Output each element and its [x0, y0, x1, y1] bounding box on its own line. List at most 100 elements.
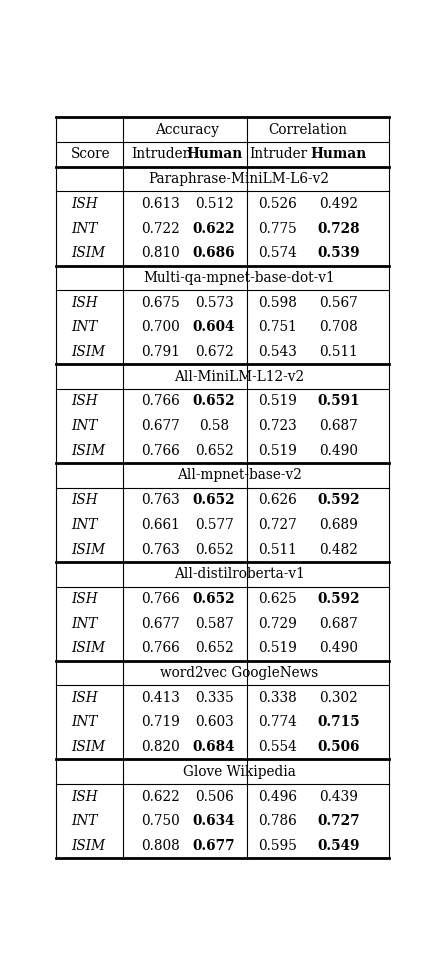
Text: ISH: ISH [71, 789, 98, 804]
Text: All-mpnet-base-v2: All-mpnet-base-v2 [177, 469, 302, 482]
Text: 0.652: 0.652 [193, 592, 235, 606]
Text: 0.496: 0.496 [258, 789, 297, 804]
Text: 0.766: 0.766 [141, 641, 180, 655]
Text: 0.58: 0.58 [199, 419, 229, 433]
Text: 0.519: 0.519 [259, 443, 297, 458]
Text: 0.723: 0.723 [259, 419, 297, 433]
Text: 0.652: 0.652 [194, 543, 233, 556]
Text: 0.573: 0.573 [194, 296, 233, 310]
Text: 0.652: 0.652 [193, 394, 235, 409]
Text: 0.722: 0.722 [141, 221, 180, 236]
Text: 0.567: 0.567 [319, 296, 358, 310]
Text: Paraphrase-MiniLM-L6-v2: Paraphrase-MiniLM-L6-v2 [149, 172, 330, 186]
Text: ISH: ISH [71, 592, 98, 606]
Text: 0.634: 0.634 [193, 814, 235, 828]
Text: 0.763: 0.763 [141, 543, 180, 556]
Text: All-distilroberta-v1: All-distilroberta-v1 [174, 567, 305, 582]
Text: 0.727: 0.727 [259, 518, 297, 532]
Text: 0.592: 0.592 [317, 592, 360, 606]
Text: 0.728: 0.728 [317, 221, 360, 236]
Text: INT: INT [71, 716, 98, 729]
Text: Score: Score [71, 148, 111, 161]
Text: 0.506: 0.506 [317, 740, 360, 754]
Text: 0.652: 0.652 [193, 494, 235, 507]
Text: 0.335: 0.335 [194, 691, 233, 705]
Text: 0.750: 0.750 [141, 814, 180, 828]
Text: 0.549: 0.549 [317, 838, 360, 853]
Text: 0.439: 0.439 [319, 789, 358, 804]
Text: 0.554: 0.554 [259, 740, 297, 754]
Text: 0.652: 0.652 [194, 641, 233, 655]
Text: 0.719: 0.719 [141, 716, 180, 729]
Text: 0.604: 0.604 [193, 321, 235, 334]
Text: 0.603: 0.603 [194, 716, 233, 729]
Text: 0.592: 0.592 [317, 494, 360, 507]
Text: 0.791: 0.791 [141, 345, 180, 359]
Text: 0.675: 0.675 [141, 296, 180, 310]
Text: Multi-qa-mpnet-base-dot-v1: Multi-qa-mpnet-base-dot-v1 [143, 270, 335, 285]
Text: 0.763: 0.763 [141, 494, 180, 507]
Text: 0.587: 0.587 [194, 616, 233, 631]
Text: 0.766: 0.766 [141, 394, 180, 409]
Text: 0.490: 0.490 [319, 641, 358, 655]
Text: 0.512: 0.512 [194, 197, 233, 211]
Text: 0.729: 0.729 [259, 616, 297, 631]
Text: Human: Human [310, 148, 367, 161]
Text: Human: Human [186, 148, 242, 161]
Text: 0.677: 0.677 [141, 419, 180, 433]
Text: INT: INT [71, 419, 98, 433]
Text: 0.686: 0.686 [193, 246, 235, 260]
Text: 0.727: 0.727 [317, 814, 360, 828]
Text: ISIM: ISIM [71, 543, 105, 556]
Text: 0.622: 0.622 [193, 221, 235, 236]
Text: ISH: ISH [71, 296, 98, 310]
Text: ISIM: ISIM [71, 246, 105, 260]
Text: ISH: ISH [71, 394, 98, 409]
Text: 0.652: 0.652 [194, 443, 233, 458]
Text: INT: INT [71, 616, 98, 631]
Text: 0.492: 0.492 [319, 197, 358, 211]
Text: 0.511: 0.511 [259, 543, 297, 556]
Text: 0.511: 0.511 [319, 345, 358, 359]
Text: 0.677: 0.677 [193, 838, 235, 853]
Text: 0.506: 0.506 [194, 789, 233, 804]
Text: 0.808: 0.808 [141, 838, 180, 853]
Text: word2vec GoogleNews: word2vec GoogleNews [160, 666, 319, 680]
Text: INT: INT [71, 321, 98, 334]
Text: 0.775: 0.775 [259, 221, 297, 236]
Text: 0.766: 0.766 [141, 592, 180, 606]
Text: ISH: ISH [71, 691, 98, 705]
Text: 0.591: 0.591 [317, 394, 360, 409]
Text: 0.810: 0.810 [141, 246, 180, 260]
Text: 0.786: 0.786 [259, 814, 297, 828]
Text: 0.595: 0.595 [259, 838, 297, 853]
Text: INT: INT [71, 221, 98, 236]
Text: 0.519: 0.519 [259, 641, 297, 655]
Text: 0.526: 0.526 [259, 197, 297, 211]
Text: 0.613: 0.613 [141, 197, 180, 211]
Text: INT: INT [71, 814, 98, 828]
Text: ISIM: ISIM [71, 740, 105, 754]
Text: 0.577: 0.577 [194, 518, 233, 532]
Text: All-MiniLM-L12-v2: All-MiniLM-L12-v2 [174, 370, 304, 384]
Text: 0.689: 0.689 [319, 518, 358, 532]
Text: Intruder: Intruder [131, 148, 189, 161]
Text: Correlation: Correlation [269, 123, 348, 137]
Text: 0.490: 0.490 [319, 443, 358, 458]
Text: ISIM: ISIM [71, 443, 105, 458]
Text: 0.687: 0.687 [319, 616, 358, 631]
Text: 0.677: 0.677 [141, 616, 180, 631]
Text: 0.661: 0.661 [141, 518, 180, 532]
Text: 0.684: 0.684 [193, 740, 235, 754]
Text: 0.687: 0.687 [319, 419, 358, 433]
Text: INT: INT [71, 518, 98, 532]
Text: 0.715: 0.715 [317, 716, 360, 729]
Text: ISIM: ISIM [71, 641, 105, 655]
Text: 0.413: 0.413 [141, 691, 180, 705]
Text: 0.751: 0.751 [259, 321, 297, 334]
Text: 0.625: 0.625 [259, 592, 297, 606]
Text: 0.708: 0.708 [319, 321, 358, 334]
Text: Intruder: Intruder [249, 148, 307, 161]
Text: ISH: ISH [71, 494, 98, 507]
Text: 0.598: 0.598 [259, 296, 297, 310]
